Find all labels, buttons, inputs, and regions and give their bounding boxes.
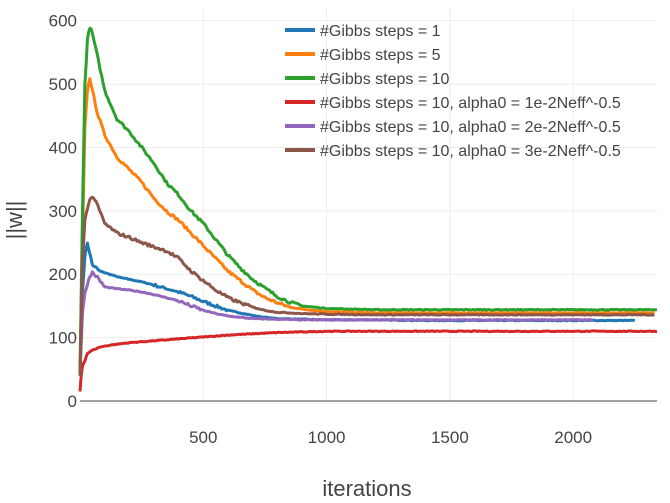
- y-tick-labels: 0 100 200 300 400 500 600: [49, 12, 77, 411]
- legend-item-1[interactable]: #Gibbs steps = 1: [285, 23, 441, 40]
- legend-item-3[interactable]: #Gibbs steps = 10: [285, 71, 450, 88]
- y-tick-label: 600: [49, 12, 77, 31]
- legend-item-6[interactable]: #Gibbs steps = 10, alpha0 = 3e-2Neff^-0.…: [285, 143, 621, 160]
- y-tick-label: 100: [49, 329, 77, 348]
- series-line-5: [78, 270, 593, 376]
- x-tick-label: 1000: [308, 428, 346, 447]
- series-line-2: [78, 77, 655, 376]
- legend-label: #Gibbs steps = 10, alpha0 = 3e-2Neff^-0.…: [320, 143, 621, 160]
- legend-item-4[interactable]: #Gibbs steps = 10, alpha0 = 1e-2Neff^-0.…: [285, 95, 621, 112]
- legend-label: #Gibbs steps = 10, alpha0 = 1e-2Neff^-0.…: [320, 95, 621, 112]
- y-axis-title: ||w||: [2, 201, 27, 240]
- series-lines: [78, 26, 658, 392]
- legend-item-2[interactable]: #Gibbs steps = 5: [285, 47, 441, 64]
- x-axis-title: iterations: [322, 476, 411, 501]
- x-tick-label: 500: [189, 428, 217, 447]
- legend-item-5[interactable]: #Gibbs steps = 10, alpha0 = 2e-2Neff^-0.…: [285, 119, 621, 136]
- legend-label: #Gibbs steps = 10, alpha0 = 2e-2Neff^-0.…: [320, 119, 621, 136]
- legend-label: #Gibbs steps = 10: [320, 71, 450, 88]
- y-tick-label: 500: [49, 75, 77, 94]
- series-line-6: [78, 195, 655, 376]
- y-tick-label: 400: [49, 138, 77, 157]
- y-tick-label: 300: [49, 202, 77, 221]
- legend-label: #Gibbs steps = 1: [320, 23, 441, 40]
- series-line-3: [78, 26, 658, 376]
- x-tick-label: 1500: [431, 428, 469, 447]
- y-tick-label: 200: [49, 265, 77, 284]
- series-line-4: [78, 329, 658, 392]
- x-tick-label: 2000: [554, 428, 592, 447]
- x-tick-labels: 500 1000 1500 2000: [189, 428, 592, 447]
- legend[interactable]: #Gibbs steps = 1 #Gibbs steps = 5 #Gibbs s…: [285, 23, 621, 160]
- grid-lines: [80, 8, 657, 401]
- y-tick-label: 0: [68, 392, 77, 411]
- legend-label: #Gibbs steps = 5: [320, 47, 441, 64]
